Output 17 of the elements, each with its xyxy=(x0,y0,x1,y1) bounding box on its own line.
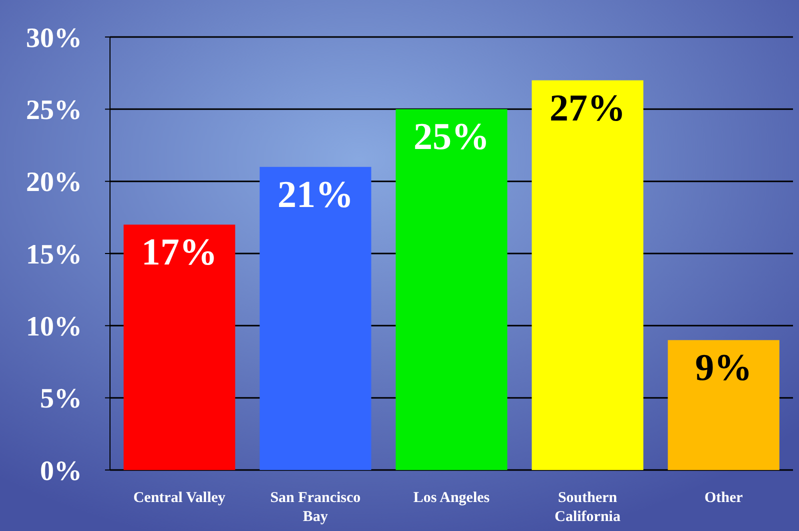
x-tick-label: Southern California xyxy=(554,490,621,525)
y-tick-label: 30% xyxy=(26,22,82,54)
y-tick-label: 0% xyxy=(40,456,82,487)
x-tick-label: Central Valley xyxy=(133,490,226,506)
x-tick-label: San Francisco Bay xyxy=(270,490,361,525)
y-tick-label: 20% xyxy=(26,167,82,198)
data-label: 17% xyxy=(141,232,218,274)
data-label: 9% xyxy=(695,347,752,390)
y-tick-label: 25% xyxy=(26,94,82,126)
x-tick-label: Los Angeles xyxy=(413,490,490,506)
data-label: 27% xyxy=(550,87,626,130)
y-tick-label: 15% xyxy=(26,239,82,270)
y-tick-label: 10% xyxy=(26,311,82,342)
x-tick-label: Other xyxy=(704,490,744,506)
data-label: 21% xyxy=(277,174,354,216)
y-tick-label: 5% xyxy=(40,384,82,415)
data-label: 25% xyxy=(414,116,490,158)
